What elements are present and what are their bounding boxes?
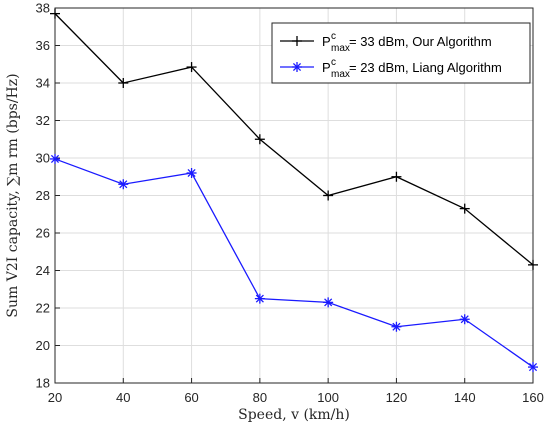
legend-label-sup: c [331,31,336,42]
y-axis-ticks: 18 20 22 24 26 28 30 32 34 36 38 [36,1,60,391]
data-point [186,168,197,178]
y-tick-label: 20 [36,338,50,353]
data-point [50,153,60,164]
data-point [391,171,402,182]
legend-label-p: P [322,34,331,49]
data-point [254,293,265,304]
legend-label-sup: c [331,57,336,68]
series-line-1 [54,158,534,368]
data-point [459,314,470,325]
y-tick-label: 36 [36,38,50,53]
series-layer [50,8,538,373]
legend-label-text: = 23 dBm, Liang Algorithm [349,60,502,75]
y-tick-label: 32 [36,113,50,128]
x-tick-label: 140 [454,390,476,405]
data-point [292,62,302,72]
x-tick-label: 20 [48,390,62,405]
data-point [118,179,129,190]
data-point [528,259,538,270]
data-point [459,203,470,214]
x-tick-label: 60 [184,390,198,405]
legend-label-sub: max [331,69,350,80]
data-point [528,362,538,373]
y-tick-label: 24 [36,263,50,278]
data-point [323,190,334,201]
x-tick-label: 80 [253,390,267,405]
x-tick-label: 40 [116,390,130,405]
y-tick-label: 26 [36,226,50,241]
y-tick-label: 34 [36,76,50,91]
y-tick-label: 30 [36,151,50,166]
series-line-0 [54,13,534,266]
legend-box [271,22,531,84]
legend-label-p: P [322,60,331,75]
y-tick-label: 22 [36,301,50,316]
y-tick-label: 28 [36,188,50,203]
legend-label-text: = 33 dBm, Our Algorithm [349,34,492,49]
data-point [254,134,265,145]
y-tick-label: 38 [36,1,50,16]
x-axis-ticks: 20 40 60 80 100 120 140 160 [48,378,544,405]
data-point [186,62,197,73]
x-tick-label: 120 [386,390,408,405]
x-tick-label: 160 [522,390,544,405]
data-point [391,321,402,332]
y-tick-label: 18 [36,376,50,391]
data-point [50,8,60,19]
y-axis-label: Sum V2I capacity, ∑m rm (bps/Hz) [5,73,21,317]
legend-label-sub: max [331,43,350,54]
data-point [323,297,334,308]
data-point [292,36,302,46]
data-point [118,78,129,88]
x-tick-label: 100 [317,390,339,405]
x-axis-label: Speed, v (km/h) [238,407,350,423]
